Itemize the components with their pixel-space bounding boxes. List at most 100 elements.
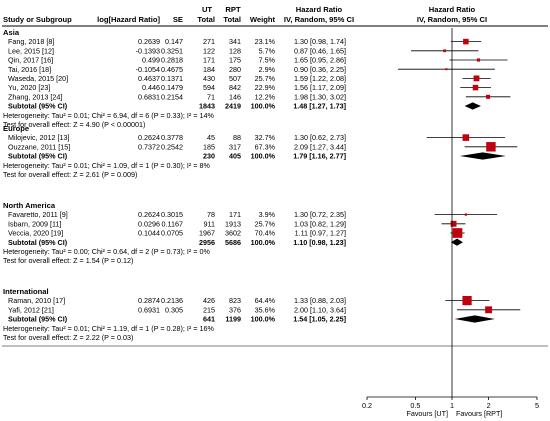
study-hr-ci: 1.30 [0.98, 1.74] (294, 37, 346, 46)
study-ut-total: 185 (203, 142, 215, 151)
study-weight: 64.4% (255, 296, 276, 305)
study-hr-ci: 0.90 [0.36, 2.25] (294, 65, 346, 74)
study-hr-ci: 1.33 [0.88, 2.03] (294, 296, 346, 305)
study-rpt-total: 3602 (225, 229, 241, 238)
header-hazard-ratio: Hazard Ratio (296, 5, 343, 14)
subtotal-ut: 230 (203, 152, 215, 161)
study-weight: 5.7% (259, 46, 276, 55)
study-marker (462, 295, 472, 306)
study-loghr: 0.446 (142, 83, 160, 92)
study-se: 0.1371 (161, 74, 183, 83)
study-loghr: 0.4637 (138, 74, 160, 83)
study-ut-total: 426 (203, 296, 215, 305)
study-hr-ci: 1.03 [0.82, 1.29] (294, 219, 346, 228)
subtotal-label: Subtotal (95% CI) (8, 102, 68, 111)
study-weight: 32.7% (255, 133, 276, 142)
study-loghr: 0.2639 (138, 37, 160, 46)
subtotal-hr-ci: 1.48 [1.27, 1.73] (293, 102, 346, 111)
study-rpt-total: 376 (229, 305, 241, 314)
study-name: Raman, 2010 [17] (8, 296, 65, 305)
header-ut: UT (202, 5, 212, 14)
study-marker (486, 142, 496, 152)
header-rpt-total: Total (223, 15, 241, 24)
x-axis-tick-label: 1 (450, 401, 454, 410)
study-hr-ci: 1.65 [0.95, 2.86] (294, 56, 346, 65)
study-se: 0.0705 (161, 229, 183, 238)
heterogeneity-text: Heterogeneity: Tau² = 0.00; Chi² = 0.64,… (3, 247, 211, 256)
study-hr-ci: 1.11 [0.97, 1.27] (295, 229, 346, 238)
study-marker (464, 213, 467, 216)
study-se: 0.147 (165, 37, 183, 46)
study-hr-ci: 1.59 [1.22, 2.08] (294, 74, 346, 83)
subtotal-hr-ci: 1.10 [0.98, 1.23] (293, 238, 346, 247)
subtotal-diamond (450, 238, 463, 246)
study-ut-total: 271 (203, 37, 215, 46)
subtotal-label: Subtotal (95% CI) (8, 152, 68, 161)
study-loghr: -0.1393 (136, 46, 160, 55)
header-study: Study or Subgroup (3, 15, 72, 24)
study-name: Zhang, 2013 [24] (8, 92, 62, 101)
study-loghr: 0.6931 (138, 305, 160, 314)
favours-ut-label: Favours [UT] (406, 409, 448, 418)
study-name: Isbarn, 2009 [11] (8, 219, 61, 228)
study-rpt-total: 280 (229, 65, 241, 74)
study-hr-ci: 2.00 [1.10, 3.64] (294, 305, 346, 314)
subtotal-weight: 100.0% (251, 315, 276, 324)
header-plot-method: IV, Random, 95% CI (417, 15, 487, 24)
study-marker (486, 94, 491, 99)
subtotal-label: Subtotal (95% CI) (8, 315, 68, 324)
study-se: 0.3015 (161, 210, 183, 219)
study-ut-total: 1967 (199, 229, 215, 238)
study-hr-ci: 0.87 [0.46, 1.65] (294, 46, 346, 55)
study-se: 0.2136 (161, 296, 183, 305)
study-name: Veccia, 2020 [19] (8, 229, 63, 238)
study-se: 0.1167 (162, 219, 183, 228)
study-rpt-total: 146 (229, 92, 241, 101)
subtotal-weight: 100.0% (251, 238, 276, 247)
overall-effect-text: Test for overall effect: Z = 4.90 (P < 0… (3, 120, 145, 129)
study-weight: 22.9% (255, 83, 276, 92)
subtotal-hr-ci: 1.54 [1.05, 2.25] (293, 315, 346, 324)
study-weight: 2.9% (259, 65, 276, 74)
heterogeneity-text: Heterogeneity: Tau² = 0.01; Chi² = 1.19,… (3, 324, 215, 333)
study-weight: 25.7% (255, 74, 276, 83)
study-loghr: 0.2624 (138, 210, 160, 219)
subtotal-hr-ci: 1.79 [1.16, 2.77] (293, 152, 346, 161)
study-loghr: -0.1054 (136, 65, 160, 74)
study-weight: 25.7% (255, 219, 276, 228)
subtotal-ut: 641 (203, 315, 215, 324)
study-name: Fang, 2018 [8] (8, 37, 54, 46)
study-weight: 70.4% (255, 229, 276, 238)
study-marker (452, 228, 463, 238)
study-ut-total: 594 (203, 83, 215, 92)
subtotal-ut: 1843 (199, 102, 215, 111)
study-name: Lee, 2015 [12] (8, 46, 54, 55)
study-se: 0.2818 (161, 56, 183, 65)
subgroup-title: International (3, 287, 49, 296)
study-loghr: 0.0296 (138, 219, 160, 228)
study-hr-ci: 1.30 [0.72, 2.35] (294, 210, 346, 219)
study-se: 0.1479 (161, 83, 183, 92)
study-ut-total: 911 (204, 219, 215, 228)
study-rpt-total: 1913 (225, 219, 241, 228)
study-weight: 7.5% (259, 56, 276, 65)
study-name: Waseda, 2015 [20] (8, 74, 68, 83)
study-ut-total: 184 (203, 65, 215, 74)
header-ut-total: Total (197, 15, 215, 24)
heterogeneity-text: Heterogeneity: Tau² = 0.01; Chi² = 1.09,… (3, 161, 211, 170)
study-loghr: 0.2624 (138, 133, 160, 142)
study-ut-total: 78 (207, 210, 215, 219)
header-loghr: log[Hazard Ratio] (97, 15, 160, 24)
x-axis-tick-label: 0.2 (362, 401, 372, 410)
study-se: 0.305 (165, 305, 183, 314)
study-name: Milojevic, 2012 [13] (8, 133, 70, 142)
study-se: 0.2542 (161, 142, 183, 151)
header-se: SE (173, 15, 183, 24)
study-ut-total: 122 (203, 46, 215, 55)
study-hr-ci: 1.98 [1.30, 3.02] (294, 92, 346, 101)
study-marker (485, 306, 493, 314)
study-name: Favaretto, 2011 [9] (8, 210, 68, 219)
study-ut-total: 45 (207, 133, 215, 142)
study-rpt-total: 341 (229, 37, 241, 46)
